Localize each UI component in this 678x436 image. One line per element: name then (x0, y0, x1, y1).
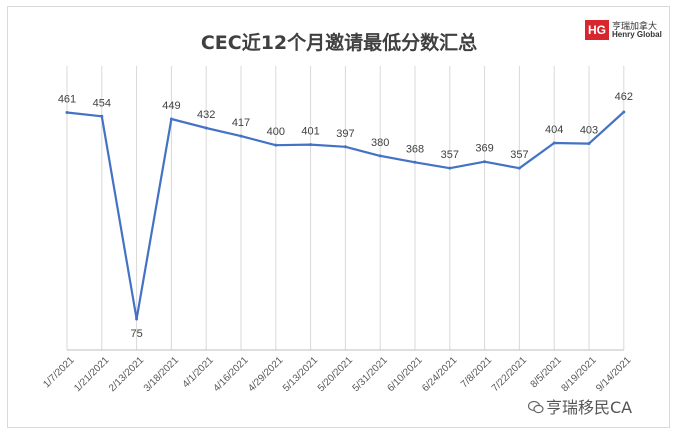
chart-title: CEC近12个月邀请最低分数汇总 (200, 32, 478, 54)
data-label: 454 (93, 97, 111, 109)
x-tick-label: 1/21/2021 (72, 355, 112, 395)
data-point (413, 160, 417, 164)
data-label: 357 (510, 149, 528, 161)
x-tick-label: 1/7/2021 (41, 355, 77, 391)
data-point (517, 166, 521, 170)
data-point (378, 154, 382, 158)
data-label: 397 (336, 128, 354, 140)
henry-global-logo: HG 亨瑞加拿大 Henry Global (585, 20, 665, 42)
x-tick-label: 9/14/2021 (594, 355, 634, 395)
x-tick-label: 7/22/2021 (490, 355, 530, 395)
x-tick-label: 5/20/2021 (316, 355, 356, 395)
data-label: 369 (475, 143, 493, 155)
data-label: 403 (580, 125, 598, 137)
data-point (169, 117, 173, 121)
data-point (274, 143, 278, 147)
x-tick-label: 6/10/2021 (385, 355, 425, 395)
data-point (587, 142, 591, 146)
data-point (239, 134, 243, 138)
data-point (309, 143, 313, 147)
data-label: 357 (441, 149, 459, 161)
data-label: 380 (371, 137, 389, 149)
x-tick-label: 3/18/2021 (142, 355, 182, 395)
data-point (483, 160, 487, 164)
x-tick-label: 4/29/2021 (246, 355, 286, 395)
x-tick-label: 6/24/2021 (420, 355, 460, 395)
data-point (65, 111, 69, 115)
data-point (204, 126, 208, 130)
data-label: 462 (615, 91, 633, 103)
x-tick-label: 5/13/2021 (281, 355, 321, 395)
logo-cn-text: 亨瑞加拿大 (612, 22, 658, 32)
logo-en-text: Henry Global (612, 30, 662, 39)
x-tick-label: 2/13/2021 (107, 355, 147, 395)
wechat-icon (528, 400, 544, 414)
data-point (100, 114, 104, 118)
data-label: 404 (545, 124, 563, 136)
logo-mark: HG (585, 20, 609, 40)
data-label: 449 (162, 100, 180, 112)
watermark-text: 亨瑞移民CA (546, 398, 633, 417)
data-label: 417 (232, 117, 250, 129)
chart-frame (7, 6, 670, 428)
x-tick-label: 8/5/2021 (529, 355, 565, 391)
data-label: 75 (130, 328, 142, 340)
x-tick-label: 7/8/2021 (459, 355, 495, 391)
data-point (622, 110, 626, 114)
wechat-watermark: 亨瑞移民CA (528, 394, 632, 418)
data-point (343, 145, 347, 149)
data-label: 400 (267, 126, 285, 138)
x-tick-label: 5/31/2021 (351, 355, 391, 395)
data-label: 461 (58, 94, 76, 106)
data-point (135, 317, 139, 321)
x-tick-label: 8/19/2021 (559, 355, 599, 395)
data-label: 401 (301, 126, 319, 138)
x-tick-label: 4/1/2021 (181, 355, 217, 391)
data-label: 368 (406, 143, 424, 155)
data-label: 432 (197, 109, 215, 121)
data-point (552, 141, 556, 145)
data-point (448, 166, 452, 170)
x-tick-label: 4/16/2021 (211, 355, 251, 395)
